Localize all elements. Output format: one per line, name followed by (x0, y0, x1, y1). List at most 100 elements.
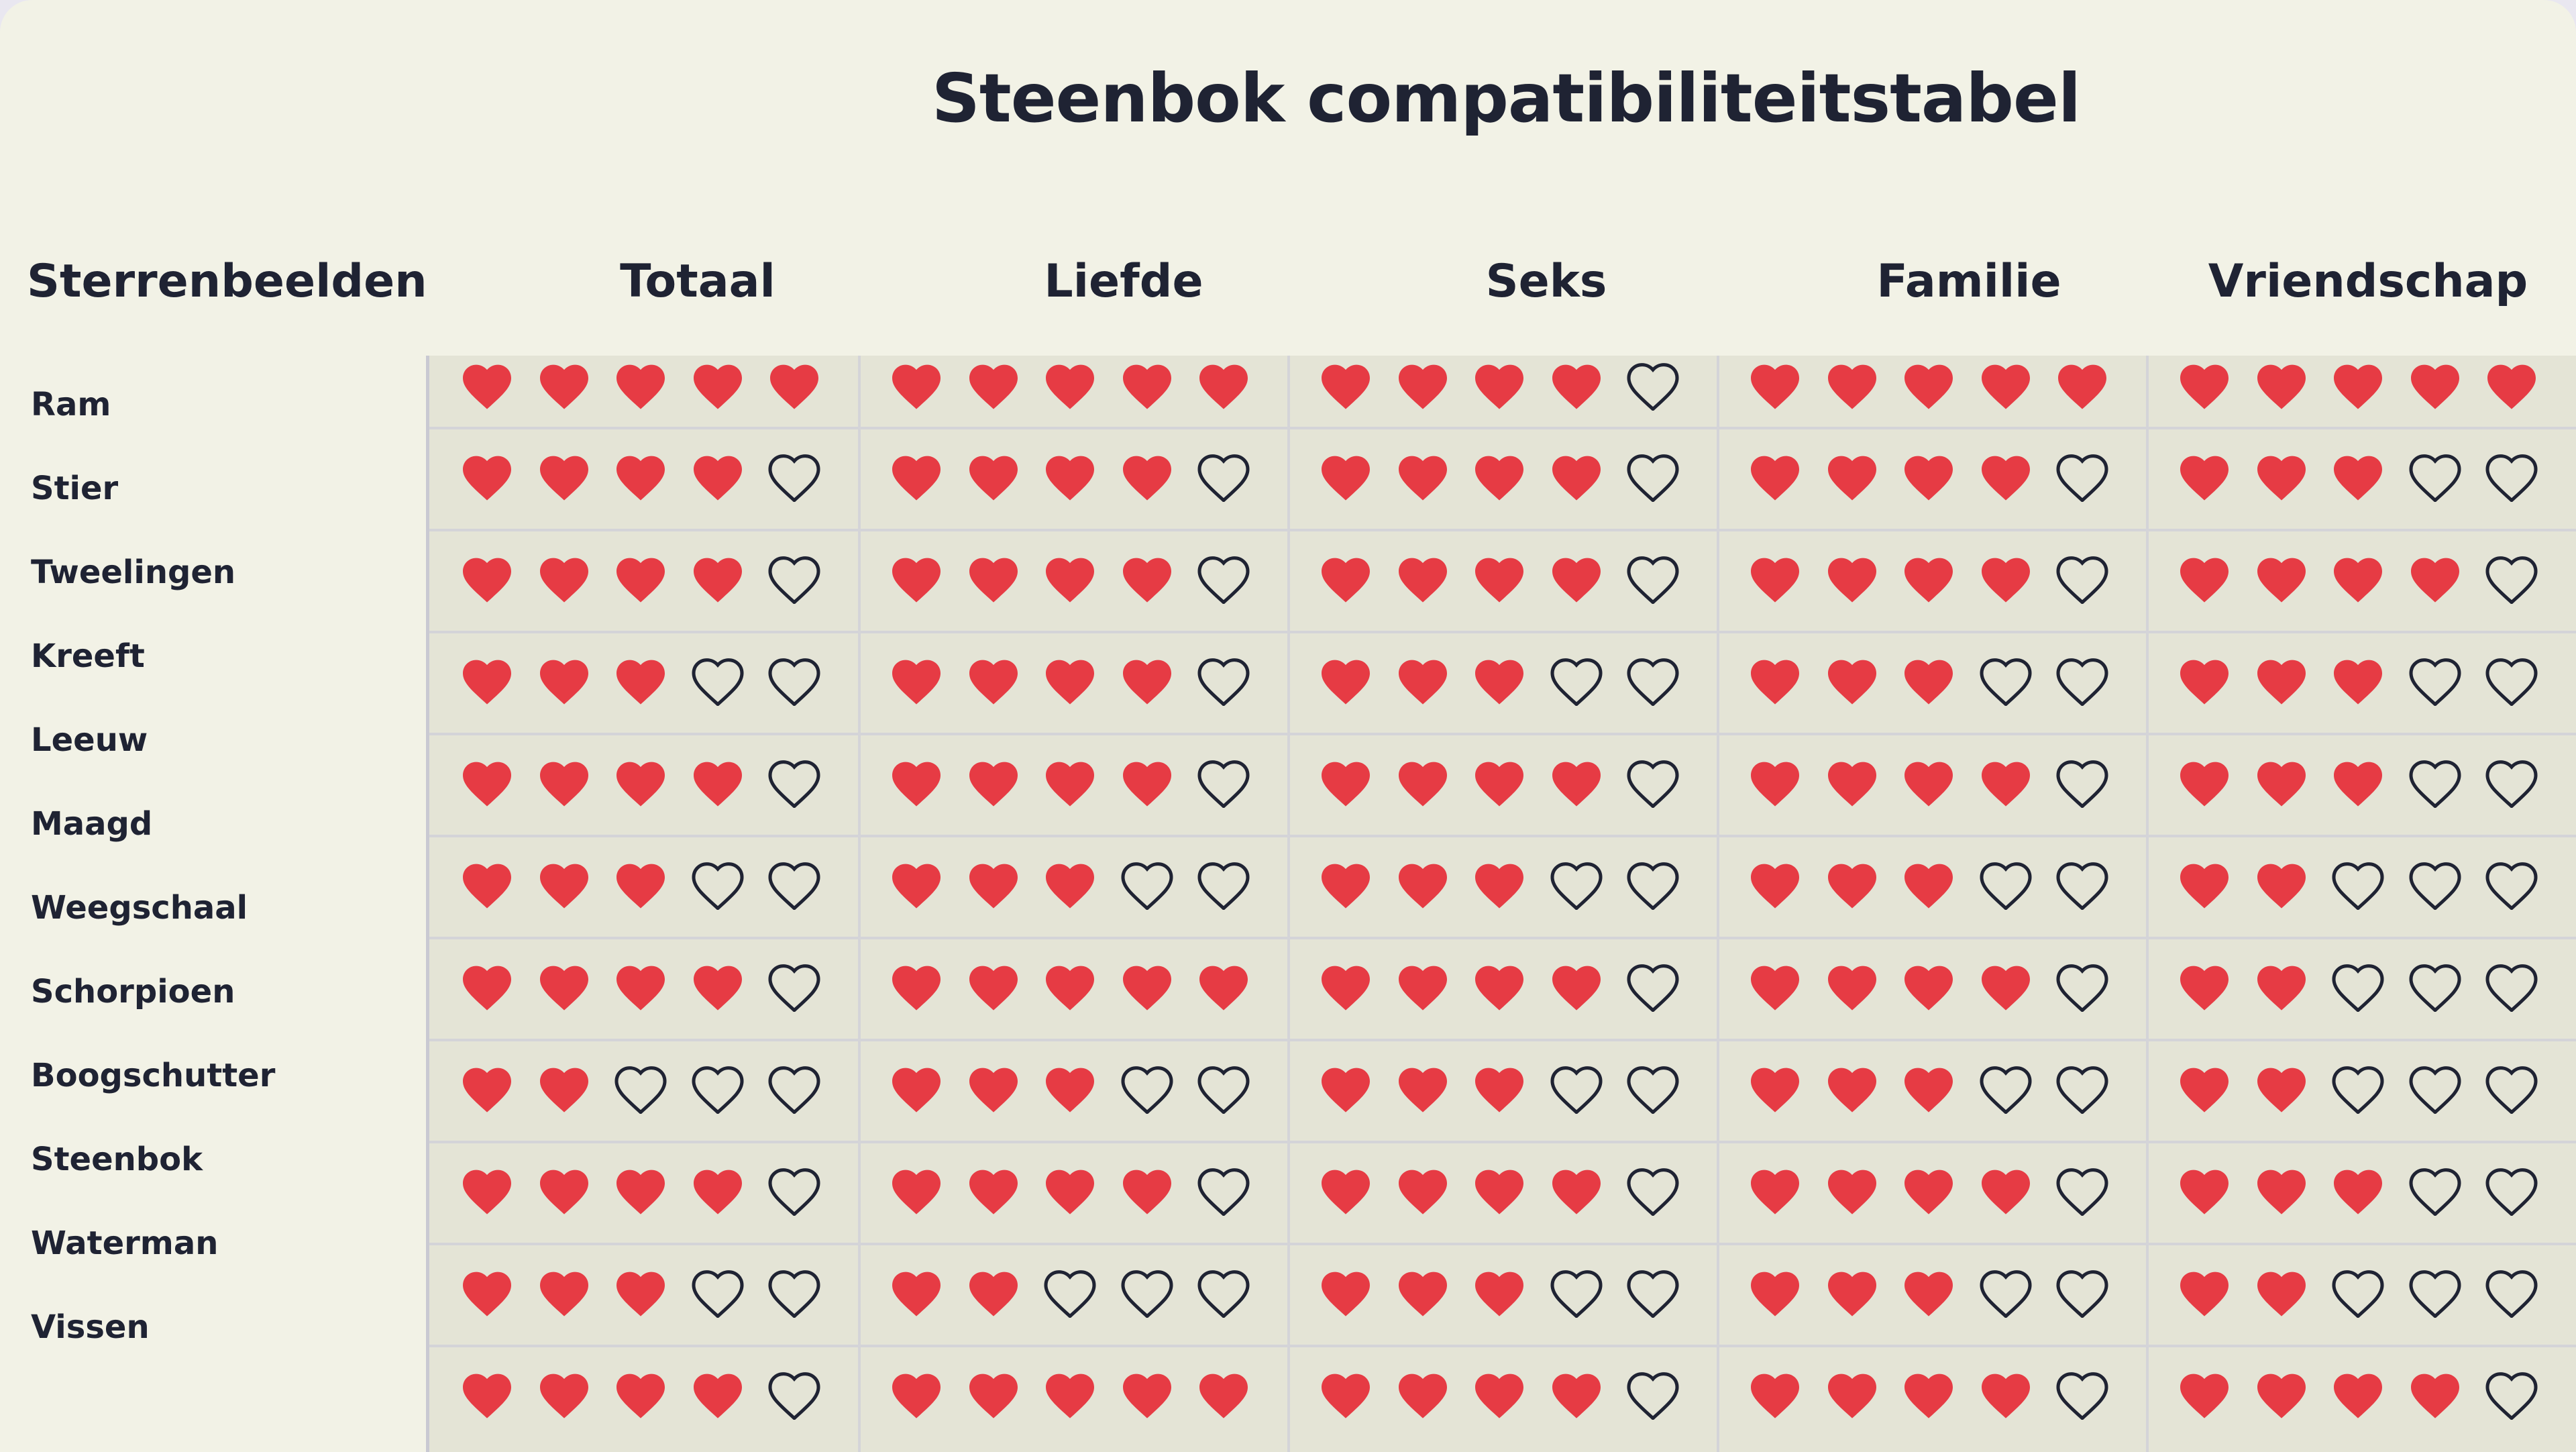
heart-filled-icon (614, 760, 667, 808)
heart-filled-icon (614, 454, 667, 502)
heart-filled-icon (1043, 760, 1097, 808)
heart-outline-icon (2408, 760, 2462, 809)
rating-cell-familie (1717, 631, 2147, 733)
sign-label-waterman: Waterman (31, 1225, 219, 1262)
heart-outline-icon (1979, 1066, 2033, 1115)
heart-filled-icon (890, 1168, 943, 1216)
heart-filled-icon (1748, 362, 1802, 411)
heart-outline-icon (1626, 760, 1680, 809)
heart-filled-icon (1396, 964, 1450, 1012)
heart-filled-icon (2408, 556, 2462, 604)
heart-outline-icon (2485, 1269, 2538, 1319)
heart-filled-icon (1043, 1168, 1097, 1216)
heart-filled-icon (1902, 454, 1955, 502)
heart-outline-icon (614, 1066, 667, 1115)
heart-filled-icon (2408, 362, 2462, 411)
heart-filled-icon (614, 658, 667, 706)
heart-filled-icon (967, 556, 1020, 604)
heart-filled-icon (1319, 362, 1373, 411)
heart-outline-icon (2485, 1066, 2538, 1115)
heart-filled-icon (890, 556, 943, 604)
sign-label-kreeft: Kreeft (31, 637, 145, 675)
heart-filled-icon (1319, 1371, 1373, 1420)
heart-filled-icon (1550, 1371, 1603, 1420)
heart-outline-icon (1197, 1269, 1250, 1319)
heart-filled-icon (1396, 1269, 1450, 1318)
heart-outline-icon (2485, 658, 2538, 707)
column-header-liefde: Liefde (1044, 255, 1203, 308)
heart-filled-icon (2255, 362, 2308, 411)
heart-filled-icon (2255, 760, 2308, 808)
heart-filled-icon (2178, 1269, 2231, 1318)
heart-outline-icon (1120, 862, 1174, 911)
heart-filled-icon (2255, 658, 2308, 706)
heart-filled-icon (967, 862, 1020, 910)
heart-filled-icon (1472, 862, 1526, 910)
heart-filled-icon (1120, 964, 1174, 1012)
heart-filled-icon (537, 862, 591, 910)
heart-filled-icon (1979, 1168, 2033, 1216)
heart-filled-icon (1979, 760, 2033, 808)
heart-filled-icon (1396, 658, 1450, 706)
heart-outline-icon (2055, 1269, 2109, 1319)
heart-filled-icon (1197, 362, 1250, 411)
rating-cell-totaal (429, 937, 859, 1039)
heart-outline-icon (2485, 454, 2538, 503)
heart-filled-icon (1043, 658, 1097, 706)
heart-filled-icon (1043, 362, 1097, 411)
heart-outline-icon (2055, 964, 2109, 1013)
heart-filled-icon (1902, 362, 1955, 411)
rating-cell-familie (1717, 733, 2147, 835)
heart-filled-icon (890, 1371, 943, 1420)
heart-outline-icon (767, 1066, 821, 1115)
heart-filled-icon (1825, 1168, 1879, 1216)
rating-cell-seks (1288, 733, 1717, 835)
heart-filled-icon (1550, 362, 1603, 411)
heart-filled-icon (2178, 658, 2231, 706)
heart-filled-icon (1396, 362, 1450, 411)
heart-filled-icon (1902, 964, 1955, 1012)
column-header-familie: Familie (1876, 255, 2061, 308)
heart-filled-icon (614, 362, 667, 411)
heart-filled-icon (1120, 658, 1174, 706)
heart-outline-icon (767, 760, 821, 809)
heart-filled-icon (1472, 454, 1526, 502)
heart-outline-icon (1550, 1269, 1603, 1319)
sign-label-schorpioen: Schorpioen (31, 973, 235, 1010)
sign-label-boogschutter: Boogschutter (31, 1057, 276, 1094)
heart-outline-icon (2485, 556, 2538, 605)
heart-filled-icon (2331, 658, 2385, 706)
heart-filled-icon (2331, 760, 2385, 808)
heart-filled-icon (1550, 964, 1603, 1012)
heart-filled-icon (1319, 1168, 1373, 1216)
rating-cell-totaal (429, 835, 859, 937)
heart-outline-icon (2485, 760, 2538, 809)
heart-filled-icon (2331, 454, 2385, 502)
heart-filled-icon (1825, 760, 1879, 808)
heart-outline-icon (2331, 1066, 2385, 1115)
heart-outline-icon (1197, 1066, 1250, 1115)
heart-outline-icon (1550, 1066, 1603, 1115)
heart-filled-icon (1825, 556, 1879, 604)
heart-outline-icon (1626, 964, 1680, 1013)
heart-filled-icon (614, 556, 667, 604)
heart-filled-icon (1550, 1168, 1603, 1216)
rating-cell-seks (1288, 1345, 1717, 1447)
sign-label-weegschaal: Weegschaal (31, 889, 248, 927)
heart-filled-icon (2485, 362, 2538, 411)
heart-filled-icon (691, 1371, 745, 1420)
heart-outline-icon (1979, 862, 2033, 911)
heart-filled-icon (967, 1269, 1020, 1318)
heart-filled-icon (1979, 454, 2033, 502)
heart-filled-icon (1472, 964, 1526, 1012)
rating-cell-vriendschap (2147, 1039, 2576, 1141)
heart-filled-icon (537, 1066, 591, 1114)
rating-cell-familie (1717, 529, 2147, 631)
heart-filled-icon (2178, 1066, 2231, 1114)
sign-label-leeuw: Leeuw (31, 721, 148, 759)
rating-cell-liefde (859, 427, 1288, 529)
heart-outline-icon (2485, 964, 2538, 1013)
heart-filled-icon (2255, 1371, 2308, 1420)
heart-outline-icon (1626, 1269, 1680, 1319)
heart-outline-icon (1626, 1371, 1680, 1421)
